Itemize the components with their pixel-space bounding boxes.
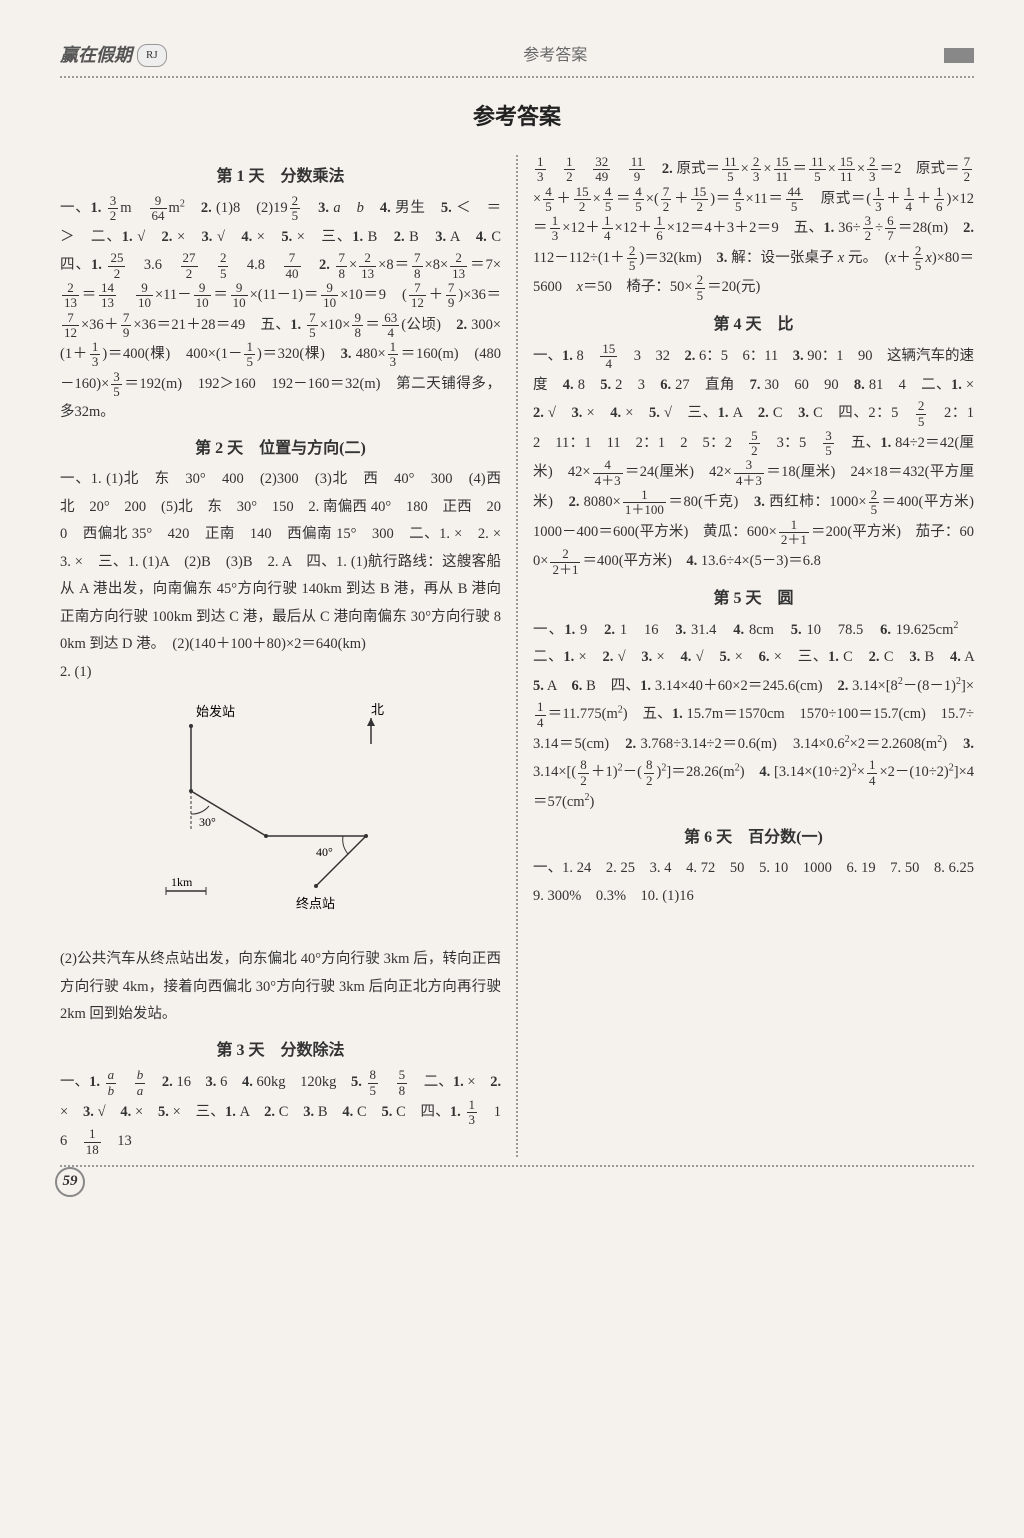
day2-text-a: 一、1. (1)北 东 30° 400 (2)300 (3)北 西 40° 30… xyxy=(60,466,501,659)
day3-content: 一、1. ab ba 2. 16 3. 6 4. 60kg 120kg 5. 8… xyxy=(60,1068,501,1157)
day1-content: 一、1. 32m 964m2 2. (1)8 (2)1925 3. a b 4.… xyxy=(60,194,501,427)
page-container: 赢在假期 RJ 参考答案 参考答案 第 1 天 分数乘法 一、1. 32m 96… xyxy=(0,0,1024,1202)
right-column: 13 12 3249 119 2. 原式＝115×23×1511＝115×151… xyxy=(533,155,974,1157)
day5-title: 第 5 天 圆 xyxy=(533,585,974,612)
day4-content: 一、1. 8 154 3 32 2. 6：5 6：11 3. 90：1 90 这… xyxy=(533,342,974,577)
header-subtitle: 参考答案 xyxy=(523,42,587,69)
route-diagram: 始发站 北 30° 40° xyxy=(141,696,421,936)
day6-content: 一、1. 24 2. 25 3. 4 4. 72 50 5. 10 1000 6… xyxy=(533,855,974,910)
brand-logo: 赢在假期 xyxy=(60,40,132,71)
svg-text:终点站: 终点站 xyxy=(296,896,335,911)
bottom-border xyxy=(60,1165,974,1172)
ribbon-icon xyxy=(944,48,974,63)
top-header: 赢在假期 RJ 参考答案 xyxy=(60,40,974,78)
label-north: 北 xyxy=(371,702,384,717)
svg-text:1km: 1km xyxy=(171,875,193,889)
svg-text:30°: 30° xyxy=(199,815,216,829)
day1-title: 第 1 天 分数乘法 xyxy=(60,163,501,190)
day2-text-b: 2. (1) xyxy=(60,659,501,687)
day2-title: 第 2 天 位置与方向(二) xyxy=(60,435,501,462)
day3-title: 第 3 天 分数除法 xyxy=(60,1037,501,1064)
svg-text:40°: 40° xyxy=(316,845,333,859)
day5-content: 一、1. 9 2. 1 16 3. 31.4 4. 8cm 5. 10 78.5… xyxy=(533,616,974,816)
edition-badge: RJ xyxy=(137,44,167,67)
two-column-layout: 第 1 天 分数乘法 一、1. 32m 964m2 2. (1)8 (2)192… xyxy=(60,155,974,1157)
day4-title: 第 4 天 比 xyxy=(533,311,974,338)
day3-continued: 13 12 3249 119 2. 原式＝115×23×1511＝115×151… xyxy=(533,155,974,303)
main-title: 参考答案 xyxy=(60,98,974,135)
page-number: 59 xyxy=(55,1167,85,1197)
left-column: 第 1 天 分数乘法 一、1. 32m 964m2 2. (1)8 (2)192… xyxy=(60,155,501,1157)
day2-content-c: (2)公共汽车从终点站出发，向东偏北 40°方向行驶 3km 后，转向正西方向行… xyxy=(60,946,501,1029)
label-start: 始发站 xyxy=(196,704,235,719)
brand-area: 赢在假期 RJ xyxy=(60,40,167,71)
day6-title: 第 6 天 百分数(一) xyxy=(533,824,974,851)
day2-text-c: (2)公共汽车从终点站出发，向东偏北 40°方向行驶 3km 后，转向正西方向行… xyxy=(60,946,501,1029)
day2-content-a: 一、1. (1)北 东 30° 400 (2)300 (3)北 西 40° 30… xyxy=(60,466,501,686)
day6-text: 一、1. 24 2. 25 3. 4 4. 72 50 5. 10 1000 6… xyxy=(533,855,974,910)
column-divider xyxy=(516,155,518,1157)
